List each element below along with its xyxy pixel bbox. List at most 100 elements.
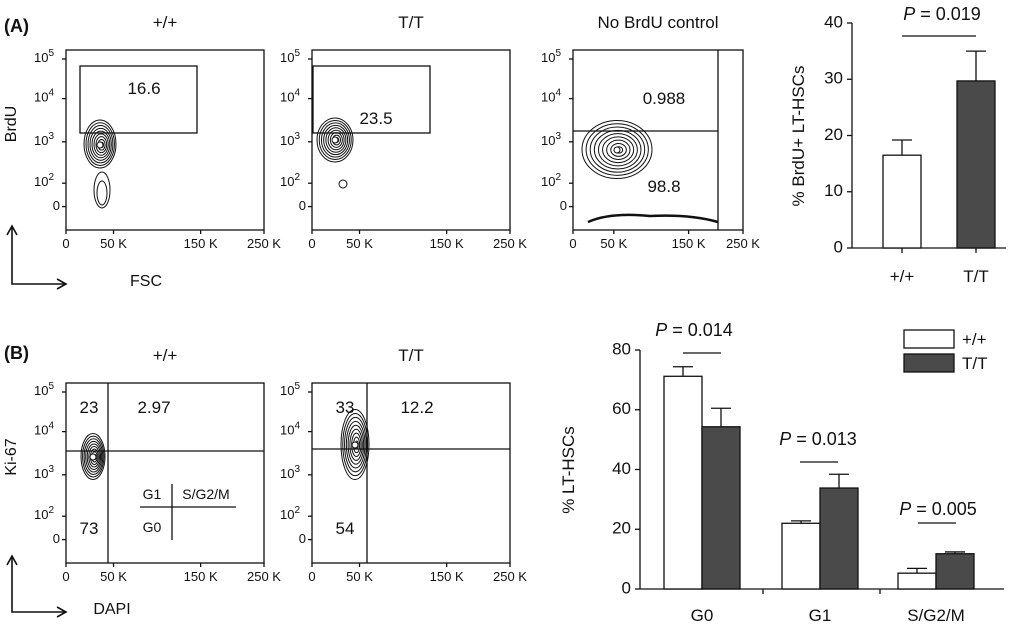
flow-a-tt-ytick-label: 104 [280,87,300,105]
flow-b-tt-contour [342,412,369,477]
flow-a-tt-contour-center [331,136,339,144]
flow-a-nobrdu-xtick-label: 150 K [672,236,706,251]
quad-tt-ll: 54 [336,519,355,538]
flow-b-ylabel: Ki-67 [3,438,20,475]
flow-a-tt-frame [311,49,511,231]
flow-a-wt-ytick-label: 105 [34,48,54,66]
flow-a-nobrdu-floor [587,213,719,224]
gate-brdu-wt [79,65,198,134]
gate-value-nobrdu-upper: 0.988 [643,89,686,108]
flow-b-tt-contour [344,416,367,473]
flow-a-nobrdu-ytick-label: 103 [541,130,561,148]
flow-a-nobrdu-contour [597,133,638,167]
flow-a-wt-contour [85,122,115,166]
flow-a-nobrdu-contour [606,139,631,160]
bar-cc-ytick-label: 80 [612,339,631,358]
flow-a-tt-contour [325,127,347,153]
flow-b-tt-contour [345,420,366,469]
quad-wt-ur: 2.97 [137,398,170,417]
flow-a-wt-contour [91,130,111,159]
bar-brdu-xtick-label: T/T [963,267,989,286]
bar-cc-xtick-label: G0 [691,606,714,625]
flow-a-wt-contour [95,136,108,154]
bar-cc-ytick-label: 40 [612,459,631,478]
flow-a-tt-contour [316,117,354,163]
bar-brdu-xtick-label: +/+ [890,267,915,286]
flow-a-tt-xtick-label: 50 K [346,236,373,251]
flow-a-nobrdu-contour [602,136,635,164]
flow-a-wt-contour [87,125,114,164]
flow-a-tt-ytick-label: 103 [280,130,300,148]
panel-label-b: (B) [4,343,29,363]
flow-a-tt-contour [327,129,345,151]
flow-b-wt-ytick-label: 103 [34,463,54,481]
flow-a-tt-xtick-label: 0 [308,236,315,251]
axis-arrowhead-right [56,606,68,618]
flow-a-wt-contour-center [96,141,104,149]
flow-a-nobrdu-contour [585,123,649,176]
flow-b-wt-ytick-label: 0 [53,531,60,546]
bar-cc-ytick-label: 0 [622,578,631,597]
flow-a-wt-contour-tail [96,180,108,206]
flow-a-nobrdu-ytick-label: 105 [541,48,561,66]
bar-cc-bar [935,553,975,590]
flow-b-tt-xtick-label: 0 [308,569,315,584]
panel-label-a: (A) [4,16,29,36]
flow-a-ylabel: BrdU [3,106,20,142]
bar-brdu-ytick-label: 30 [824,69,843,88]
flow-b-tt-title: T/T [398,346,424,365]
flow-a-wt-ytick-label: 0 [53,198,60,213]
flow-b-tt-xtick-label: 50 K [346,569,373,584]
flow-a-wt-contour [93,133,109,156]
flow-a-tt-contour [318,119,352,161]
flow-a-wt-ytick-label: 104 [34,87,54,105]
flow-a-nobrdu-contour [593,129,642,170]
bar-cc-ytick-label: 60 [612,399,631,418]
bar-brdu-ytick-label: 20 [824,125,843,144]
bar-cc-bar [701,426,741,590]
flow-b-wt-ytick-label: 104 [34,420,54,438]
bar-cc-pvalue: P = 0.013 [779,429,857,449]
bar-cc-ytick-label: 20 [612,519,631,538]
flow-b-tt-xtick-label: 250 K [493,569,527,584]
flow-b-wt-xtick-label: 0 [62,569,69,584]
bar-cc-xtick-label: G1 [809,606,832,625]
flow-a-wt-xtick-label: 0 [62,236,69,251]
bar-cc-pvalue: P = 0.014 [655,320,733,340]
flow-a-wt-contour-tail [93,171,111,209]
flow-a-nobrdu-contour [610,142,627,157]
flow-b-wt-contour [82,435,105,478]
flow-b-wt-contour [85,440,103,473]
flow-a-tt-contour [323,124,349,156]
quad-wt-ll: 73 [80,519,99,538]
bar-cc-pvalue: P = 0.005 [899,499,977,519]
flow-a-wt-contour [89,127,112,161]
quad-key-sg2m: S/G2/M [182,486,229,502]
flow-a-nobrdu-ytick-label: 0 [560,198,567,213]
flow-b-tt-contour [340,409,370,480]
flow-a-nobrdu-xtick-label: 250 K [726,236,760,251]
flow-b-wt-xtick-label: 50 K [100,569,127,584]
axis-arrow-a [11,226,66,285]
bar-brdu-pvalue: P = 0.019 [903,4,981,24]
flow-a-tt-xtick-label: 250 K [493,236,527,251]
flow-b-wt-title: +/+ [153,346,178,365]
flow-a-wt-title: +/+ [153,13,178,32]
bar-cc-bar [819,487,859,590]
flow-b-tt-contour [347,424,365,465]
quad-key-g1: G1 [143,486,162,502]
flow-b-tt-ytick-label: 103 [280,463,300,481]
gate-value-wt: 16.6 [127,79,160,98]
flow-a-wt-ytick-label: 103 [34,130,54,148]
bar-cc-bar [897,572,937,590]
flow-b-tt-xtick-label: 150 K [430,569,464,584]
flow-a-tt-contour [320,122,350,158]
flow-b-tt-ytick-label: 0 [299,531,306,546]
bar-cc-bar [781,522,821,590]
flow-a-nobrdu-ytick-label: 104 [541,87,561,105]
axis-arrow-b [11,556,66,613]
flow-a-xlabel: FSC [130,273,162,290]
gate-value-tt: 23.5 [359,109,392,128]
flow-b-wt-ytick-label: 102 [34,505,54,523]
